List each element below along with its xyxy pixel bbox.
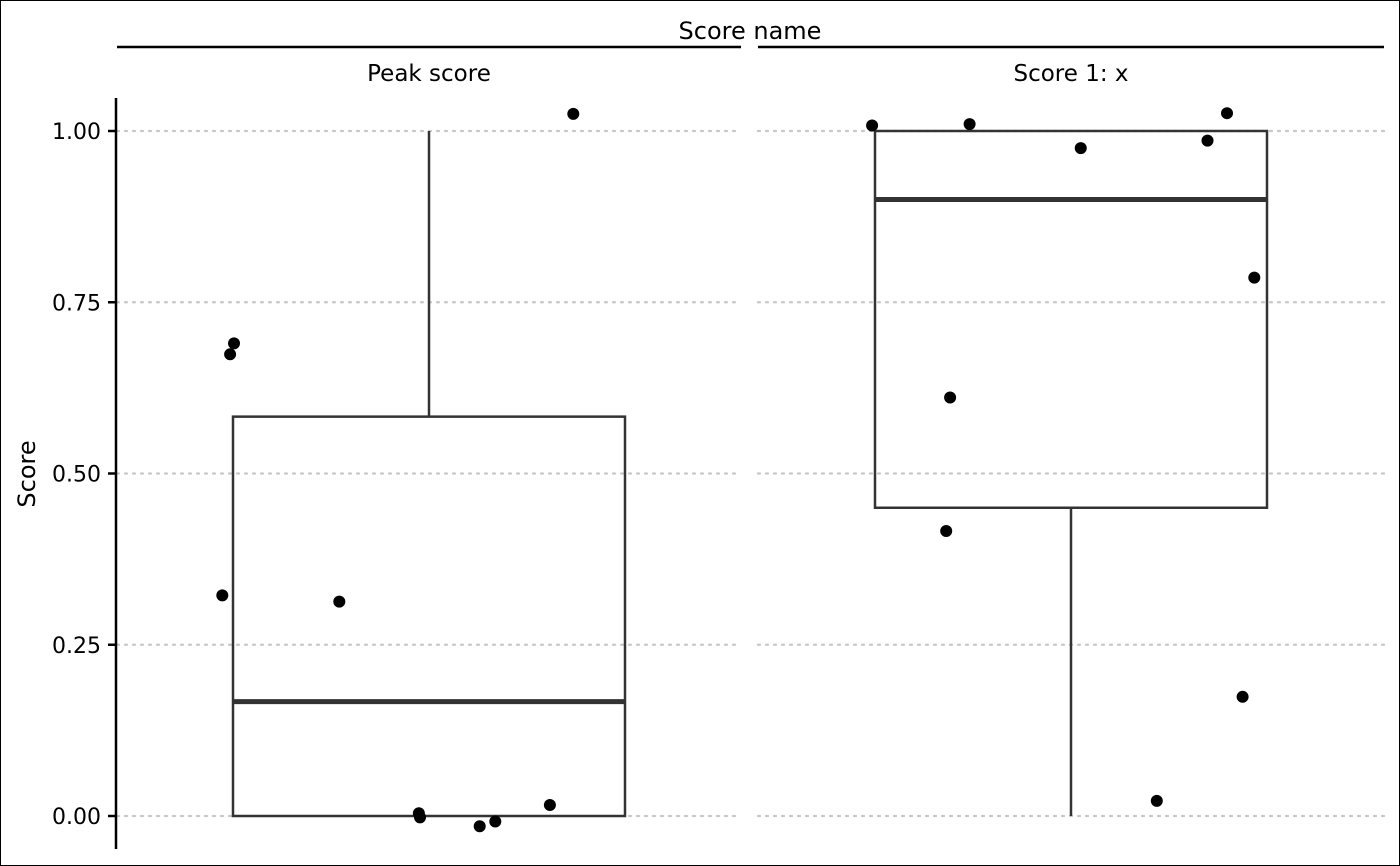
data-point: [489, 815, 502, 828]
gridlines: [115, 129, 1386, 818]
points: [216, 107, 1261, 833]
data-point: [216, 589, 229, 602]
y-tick-label: 0.25: [52, 634, 101, 659]
data-point: [333, 595, 346, 608]
data-point: [224, 348, 237, 361]
data-point: [1074, 142, 1087, 155]
panel-title: Score 1: x: [1013, 61, 1128, 87]
y-tick-label: 0.50: [52, 463, 101, 488]
data-point: [1150, 794, 1163, 807]
facet-header-label: Score name: [679, 17, 822, 45]
y-tick-label: 0.75: [52, 291, 101, 316]
data-point: [963, 118, 976, 131]
data-point: [1221, 107, 1233, 120]
data-point: [866, 119, 879, 132]
data-point: [473, 820, 486, 833]
panel-title: Peak score: [367, 61, 491, 87]
data-point: [1248, 271, 1261, 284]
data-point: [944, 391, 957, 404]
data-point: [414, 811, 427, 824]
data-point: [543, 799, 556, 812]
boxes: [231, 129, 1269, 818]
box: [231, 415, 627, 818]
y-tick-label: 1.00: [52, 120, 101, 145]
data-point: [567, 107, 580, 120]
data-point: [1201, 134, 1214, 147]
data-point: [228, 337, 240, 350]
y-axis-label: Score: [13, 440, 41, 507]
box: [873, 129, 1269, 509]
data-point: [940, 525, 953, 538]
data-point: [1236, 690, 1249, 703]
y-tick-label: 0.00: [52, 805, 101, 830]
axes: 0.00 0.25 0.50 0.75 1.00: [52, 45, 1384, 849]
labels: Score name Score Peak score Score 1: x: [13, 17, 1129, 508]
